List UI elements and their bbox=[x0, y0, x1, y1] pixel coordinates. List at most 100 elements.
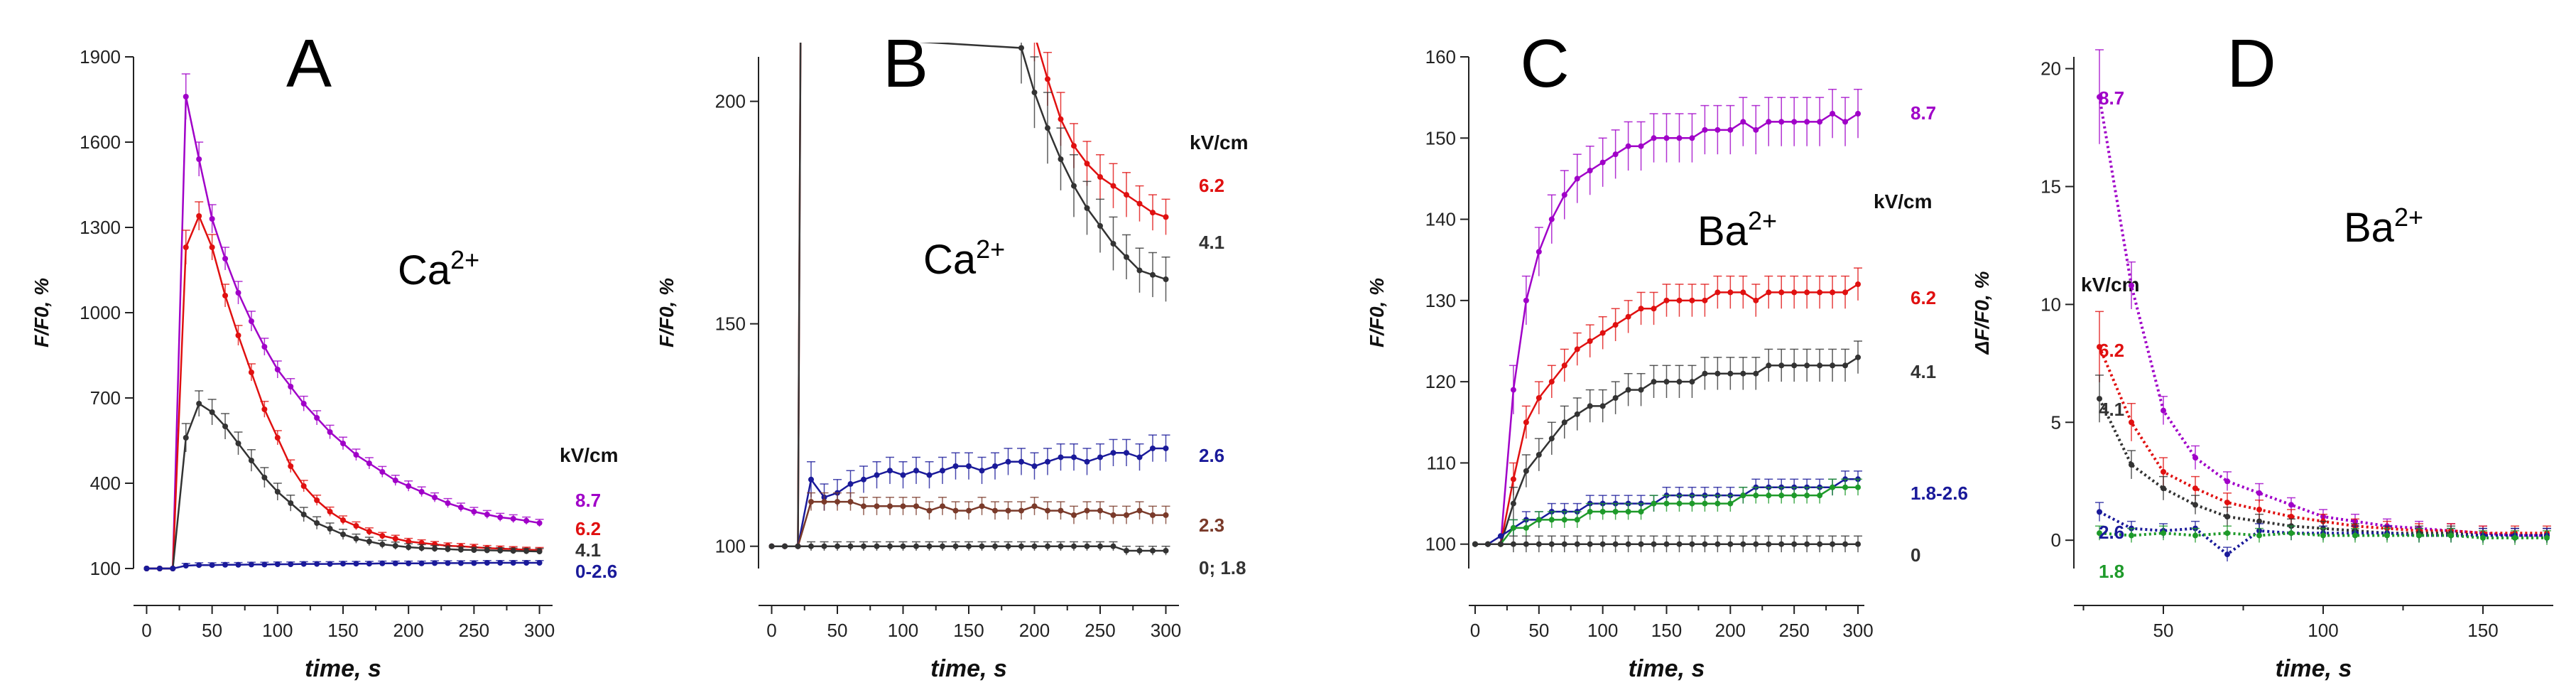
data-point-B-1 bbox=[1163, 276, 1169, 283]
series-label-A-1: 6.2 bbox=[575, 518, 601, 539]
series-label-A-2: 4.1 bbox=[575, 539, 601, 561]
data-point-A-3 bbox=[222, 561, 229, 568]
data-point-A-1 bbox=[248, 370, 254, 375]
data-point-A-0 bbox=[418, 489, 425, 495]
data-point-B-3 bbox=[821, 499, 827, 505]
data-point-A-3 bbox=[314, 561, 320, 567]
data-point-A-0 bbox=[261, 344, 268, 350]
data-point-B-2 bbox=[1005, 458, 1011, 465]
data-point-B-0 bbox=[1163, 214, 1169, 220]
data-point-A-0 bbox=[510, 516, 516, 522]
x-tick-label-D: 50 bbox=[2153, 620, 2174, 641]
data-point-B-4 bbox=[1031, 543, 1038, 549]
data-point-D-2 bbox=[2224, 514, 2230, 520]
series-label-D-0: 8.7 bbox=[2099, 87, 2124, 109]
plot-area-A bbox=[143, 73, 544, 571]
data-point-C-0 bbox=[1676, 135, 1683, 141]
series-label-C-1: 6.2 bbox=[1911, 287, 1936, 308]
data-point-B-4 bbox=[861, 543, 866, 549]
panel-c: C Ba2+ 100 110 120 130 140 150 160 F/F0, % 0 50 10… bbox=[1366, 26, 1968, 682]
data-point-B-4 bbox=[1097, 543, 1103, 549]
data-point-B-2 bbox=[1031, 463, 1038, 469]
y-tick-label-A: 100 bbox=[90, 558, 121, 579]
data-point-C-1 bbox=[1523, 419, 1529, 426]
legend-title-A: kV/cm bbox=[560, 444, 619, 466]
data-point-D-4 bbox=[2161, 530, 2166, 537]
data-point-A-0 bbox=[406, 483, 412, 489]
data-point-B-4 bbox=[1005, 543, 1011, 549]
data-point-B-0 bbox=[1032, 32, 1038, 38]
data-point-C-5 bbox=[1536, 541, 1542, 547]
data-point-A-0 bbox=[523, 517, 530, 524]
data-point-A-0 bbox=[183, 94, 189, 99]
data-point-A-1 bbox=[340, 517, 346, 523]
series-line-B-1 bbox=[771, 43, 1166, 547]
data-point-C-4 bbox=[1766, 492, 1772, 499]
data-point-A-1 bbox=[379, 533, 386, 539]
data-point-C-0 bbox=[1599, 159, 1606, 166]
data-point-A-3 bbox=[445, 560, 451, 566]
data-point-D-2 bbox=[2256, 518, 2262, 524]
y-tick-label-C: 100 bbox=[1425, 534, 1456, 555]
x-tick-label-C: 300 bbox=[1842, 620, 1873, 641]
data-point-C-5 bbox=[1612, 541, 1619, 547]
data-point-A-0 bbox=[536, 520, 543, 526]
data-point-C-2 bbox=[1587, 403, 1593, 409]
data-point-A-1 bbox=[288, 463, 294, 469]
data-point-A-3 bbox=[156, 566, 163, 571]
series-line-D-1 bbox=[2098, 346, 2547, 535]
data-point-B-3 bbox=[979, 503, 985, 510]
data-point-A-3 bbox=[484, 560, 490, 566]
data-point-C-1 bbox=[1599, 330, 1606, 336]
x-axis-title-B: time, s bbox=[930, 655, 1007, 682]
data-point-B-2 bbox=[1124, 450, 1129, 456]
data-point-A-0 bbox=[300, 401, 307, 406]
panel-letter-a: A bbox=[286, 26, 332, 102]
data-point-B-3 bbox=[940, 503, 945, 510]
data-point-C-4 bbox=[1714, 500, 1721, 507]
data-point-C-1 bbox=[1753, 297, 1759, 303]
data-point-B-0 bbox=[1084, 161, 1090, 167]
data-point-B-1 bbox=[1110, 240, 1116, 247]
data-point-C-5 bbox=[1727, 541, 1734, 547]
data-point-B-3 bbox=[1058, 507, 1064, 514]
data-point-C-5 bbox=[1817, 541, 1823, 547]
data-point-C-4 bbox=[1523, 524, 1529, 531]
data-point-C-0 bbox=[1842, 119, 1849, 125]
x-tick-label-C: 50 bbox=[1528, 620, 1549, 641]
y-tick-label-D: 5 bbox=[2051, 411, 2061, 433]
data-point-A-2 bbox=[340, 532, 346, 537]
x-tick-label-A: 0 bbox=[141, 620, 151, 641]
data-point-B-1 bbox=[798, 32, 803, 38]
data-point-C-2 bbox=[1676, 379, 1683, 385]
data-point-D-0 bbox=[2129, 282, 2134, 289]
data-point-C-5 bbox=[1472, 541, 1478, 547]
data-point-D-1 bbox=[2288, 514, 2294, 520]
data-point-C-5 bbox=[1714, 541, 1721, 547]
data-point-B-2 bbox=[992, 463, 998, 469]
data-point-C-5 bbox=[1638, 541, 1644, 547]
data-point-C-4 bbox=[1587, 509, 1593, 514]
data-point-A-1 bbox=[392, 536, 398, 542]
data-point-A-1 bbox=[209, 244, 215, 250]
data-point-B-3 bbox=[1097, 507, 1103, 514]
data-point-D-1 bbox=[2256, 507, 2262, 513]
data-point-C-2 bbox=[1510, 500, 1516, 507]
data-point-C-4 bbox=[1638, 509, 1644, 514]
data-point-B-2 bbox=[808, 476, 814, 483]
y-tick-label-B: 150 bbox=[715, 313, 746, 335]
data-point-C-0 bbox=[1523, 297, 1529, 303]
data-point-C-0 bbox=[1804, 119, 1810, 125]
data-point-D-4 bbox=[2416, 532, 2422, 539]
data-point-C-3 bbox=[1497, 533, 1504, 539]
data-point-B-0 bbox=[1150, 210, 1156, 216]
y-tick-label-A: 700 bbox=[90, 387, 121, 409]
data-point-B-3 bbox=[835, 499, 840, 505]
y-tick-label-C: 150 bbox=[1425, 127, 1456, 149]
data-point-B-4 bbox=[966, 543, 972, 549]
data-point-D-0 bbox=[2192, 455, 2198, 461]
data-point-B-2 bbox=[1058, 454, 1064, 460]
series-label-A-0: 8.7 bbox=[575, 490, 601, 511]
data-point-C-4 bbox=[1740, 492, 1746, 499]
ion-label-c-base: Ba bbox=[1697, 208, 1749, 254]
